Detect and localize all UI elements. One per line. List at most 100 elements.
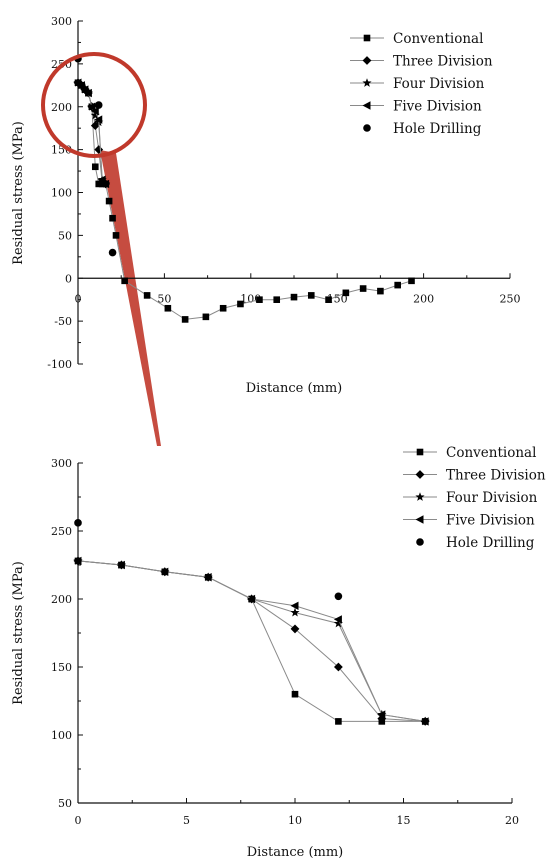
legend-label: Five Division (393, 99, 482, 115)
series-four-division (73, 556, 430, 726)
highlight-ring (41, 52, 147, 158)
legend: Conventional Three Division Four Division F… (350, 31, 493, 137)
data-point (291, 690, 299, 698)
y-tick-label: 200 (51, 101, 72, 114)
x-tick-label: 250 (500, 292, 521, 305)
series-line (77, 560, 426, 722)
legend-marker (416, 448, 424, 456)
legend-label: Three Division (446, 468, 546, 484)
data-point (73, 556, 82, 566)
data-point (109, 214, 116, 222)
data-point (164, 304, 172, 312)
legend-marker (362, 56, 372, 65)
x-tick-label: 20 (505, 814, 519, 827)
data-point (94, 145, 104, 155)
x-tick-label: 15 (397, 814, 411, 827)
data-point (420, 717, 429, 726)
x-tick-label: 150 (327, 292, 348, 305)
y-tick-label: 300 (51, 457, 72, 470)
x-tick-label: 0 (75, 292, 82, 305)
legend-marker (415, 470, 425, 479)
zoom-connector (100, 150, 161, 446)
zoom-highlight-circle (41, 52, 147, 158)
y-tick-label: 0 (65, 272, 72, 285)
legend-marker (363, 34, 371, 42)
data-point (237, 300, 244, 308)
y-tick-label: -100 (47, 358, 72, 371)
series-five-division (73, 78, 110, 189)
data-point (290, 601, 299, 610)
legend-marker (415, 515, 424, 524)
zoomed-chart: 50 100 150 200 250 300 0 5 10 15 20 Distance (mm) Re… (11, 445, 546, 860)
data-point (87, 102, 96, 111)
data-point (108, 248, 117, 257)
legend-label: Three Division (393, 54, 493, 70)
data-point (335, 718, 342, 725)
data-point (91, 163, 99, 171)
data-point (83, 88, 92, 98)
y-tick-label: 250 (51, 525, 72, 538)
data-point (377, 710, 386, 719)
legend-label: Conventional (446, 445, 536, 461)
y-tick-label: 50 (58, 797, 72, 810)
data-point (76, 81, 85, 90)
series-conventional (74, 79, 415, 323)
data-point (112, 232, 120, 239)
data-point (94, 101, 103, 109)
data-point (290, 624, 300, 634)
connector-wedge (100, 150, 161, 446)
data-point (90, 110, 100, 120)
legend-marker (362, 101, 371, 110)
y-tick-label: 50 (58, 229, 72, 242)
data-point (90, 106, 99, 116)
y-tick-label: 100 (51, 729, 72, 742)
data-point (333, 618, 343, 628)
data-point (160, 567, 169, 576)
data-point (273, 296, 281, 303)
data-point (307, 292, 315, 299)
series-five-division (73, 556, 429, 726)
data-point (143, 292, 151, 299)
data-point (290, 607, 300, 617)
data-point (95, 180, 103, 188)
data-point (334, 662, 343, 672)
data-point (202, 313, 210, 321)
data-point (290, 293, 298, 301)
x-tick-label: 200 (413, 292, 434, 305)
series-line (77, 82, 107, 185)
data-point (333, 615, 342, 624)
x-tick-label: 5 (183, 814, 190, 827)
data-point (105, 197, 113, 205)
data-point (394, 281, 401, 289)
x-axis-label: Distance (mm) (246, 381, 343, 396)
data-point (121, 277, 128, 285)
y-tick-label: 150 (51, 661, 72, 674)
legend-marker (415, 492, 425, 501)
data-point (101, 179, 110, 189)
y-tick-label: -50 (54, 315, 72, 328)
series-three-division (73, 556, 430, 726)
legend: Conventional Three Division Four Division F… (403, 445, 546, 551)
data-point (181, 316, 189, 323)
legend-marker (416, 538, 424, 546)
x-tick-label: 50 (157, 292, 171, 305)
legend-marker (363, 124, 371, 132)
x-tick-label: 0 (75, 814, 82, 827)
data-point (247, 594, 256, 604)
data-point (256, 296, 263, 303)
legend-marker (362, 78, 372, 87)
y-tick-label: 200 (51, 593, 72, 606)
data-point (94, 115, 103, 124)
data-point (116, 560, 125, 570)
data-point (203, 573, 212, 582)
series-hole-drilling (74, 519, 343, 601)
legend-label: Hole Drilling (393, 121, 482, 137)
legend-label: Hole Drilling (446, 535, 535, 551)
data-point (334, 592, 343, 601)
x-axis-label: Distance (mm) (247, 845, 344, 860)
x-tick-label: 100 (240, 292, 261, 305)
legend-label: Five Division (446, 513, 535, 529)
data-point (377, 287, 384, 295)
